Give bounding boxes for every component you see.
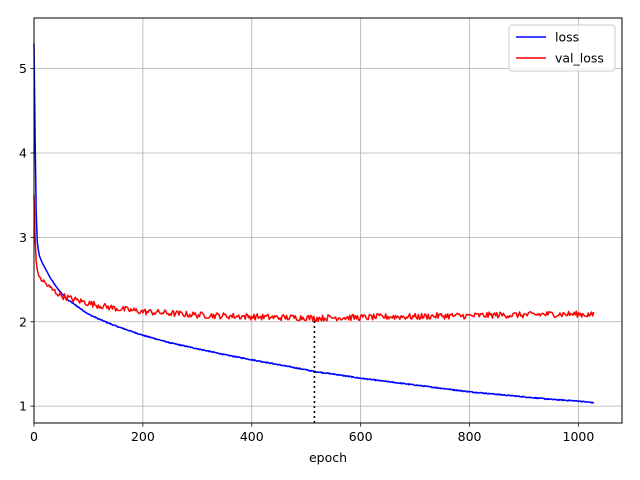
legend: loss val_loss <box>508 24 616 72</box>
legend-label-val-loss: val_loss <box>555 51 604 66</box>
ticks: 0 200 400 600 800 1000 1 2 3 4 5 <box>19 61 594 444</box>
x-tick-label: 800 <box>458 429 482 444</box>
y-tick-label: 5 <box>19 61 27 76</box>
legend-label-loss: loss <box>555 30 579 45</box>
series-line-val-loss <box>33 195 595 323</box>
x-tick-label: 600 <box>349 429 373 444</box>
y-tick-label: 2 <box>19 314 27 329</box>
y-tick-label: 1 <box>19 399 27 414</box>
plot-frame <box>33 17 623 424</box>
x-axis-title: epoch <box>309 450 347 465</box>
plot-area <box>34 18 622 423</box>
x-tick-label: 1000 <box>563 429 595 444</box>
y-tick-label: 3 <box>19 230 27 245</box>
x-tick-label: 200 <box>131 429 155 444</box>
x-tick-label: 0 <box>30 429 38 444</box>
y-tick-label: 4 <box>19 146 27 161</box>
x-tick-label: 400 <box>240 429 264 444</box>
